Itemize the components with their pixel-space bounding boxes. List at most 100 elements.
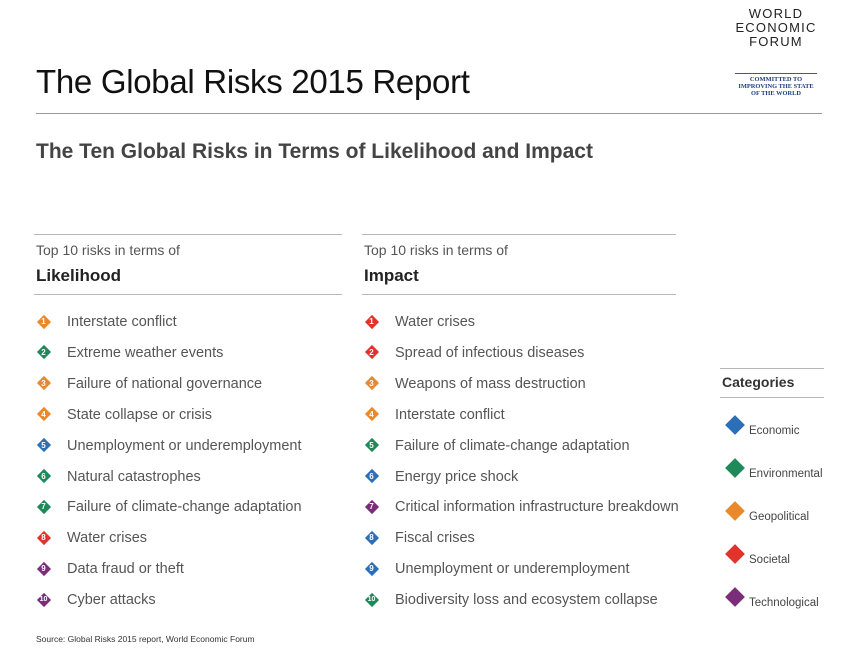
rank-diamond-icon: 3 xyxy=(36,376,51,391)
risk-label: Interstate conflict xyxy=(67,314,177,330)
likelihood-item: 6 Natural catastrophes xyxy=(34,467,344,487)
rank-diamond-icon: 1 xyxy=(364,314,379,329)
likelihood-item: 1 Interstate conflict xyxy=(34,312,344,332)
risk-label: Unemployment or underemployment xyxy=(395,561,630,578)
risk-label: State collapse or crisis xyxy=(67,406,213,423)
rank-number: 7 xyxy=(41,502,46,512)
logo-tagline: COMMITTED TO IMPROVING THE STATE OF THE … xyxy=(726,76,826,97)
categories-rule-bottom xyxy=(720,397,824,398)
category-item-societal: Societal xyxy=(720,544,824,569)
page-subtitle: The Ten Global Risks in Terms of Likelih… xyxy=(36,140,593,163)
rank-diamond-icon: 2 xyxy=(364,345,379,360)
impact-item: 8 Fiscal crises xyxy=(362,528,672,548)
risk-label: Unemployment or underemployment xyxy=(67,437,302,454)
rank-number: 4 xyxy=(369,409,374,419)
impact-item: 5 Failure of climate-change adaptation xyxy=(362,436,672,456)
logo-line-world: WORLD xyxy=(748,6,804,21)
header-divider xyxy=(36,113,822,114)
risk-label: Water crises xyxy=(395,314,476,330)
categories-legend: Categories Economic Environmental Geopolit… xyxy=(720,368,824,618)
rank-number: 6 xyxy=(369,471,374,481)
rank-diamond-icon: 3 xyxy=(364,376,379,391)
impact-heading: Impact xyxy=(364,266,419,285)
rank-number: 5 xyxy=(369,440,374,450)
impact-item: 2 Spread of infectious diseases xyxy=(362,343,672,363)
impact-heading-small: Top 10 risks in terms of xyxy=(364,242,508,258)
rank-diamond-icon: 8 xyxy=(36,530,51,545)
risk-label: Critical information infrastructure brea… xyxy=(395,499,679,516)
likelihood-item: 8 Water crises xyxy=(34,528,344,548)
rank-number: 8 xyxy=(41,533,46,543)
category-item-technological: Technological xyxy=(720,587,824,612)
rank-number: 3 xyxy=(41,378,46,388)
category-label: Environmental xyxy=(749,468,823,480)
impact-item: 3 Weapons of mass destruction xyxy=(362,374,672,394)
rank-diamond-icon: 6 xyxy=(36,468,51,484)
economic-diamond-icon xyxy=(725,415,745,435)
categories-title: Categories xyxy=(722,374,795,390)
rank-number: 2 xyxy=(369,347,374,357)
likelihood-column: Top 10 risks in terms of Likelihood 1 Int… xyxy=(34,234,342,614)
rank-number: 2 xyxy=(41,347,46,357)
geopolitical-diamond-icon xyxy=(725,501,745,521)
rank-diamond-icon: 6 xyxy=(364,468,379,484)
page-title: The Global Risks 2015 Report xyxy=(36,63,470,100)
likelihood-heading: Likelihood xyxy=(36,266,121,285)
risk-label: Water crises xyxy=(67,530,148,547)
logo-tagline-2: IMPROVING THE STATE xyxy=(738,83,814,90)
logo-line-economic: ECONOMIC xyxy=(735,20,817,35)
likelihood-item: 2 Extreme weather events xyxy=(34,343,344,363)
likelihood-item: 5 Unemployment or underemployment xyxy=(34,436,344,456)
impact-item: 4 Interstate conflict xyxy=(362,405,672,425)
rank-number: 4 xyxy=(41,409,46,419)
rank-diamond-icon: 9 xyxy=(364,561,379,576)
rank-diamond-icon: 2 xyxy=(36,345,51,360)
rank-number: 9 xyxy=(41,564,46,574)
rank-number: 6 xyxy=(41,471,46,481)
likelihood-item: 9 Data fraud or theft xyxy=(34,559,344,579)
rank-number: 10 xyxy=(367,596,376,604)
logo-divider xyxy=(735,73,817,74)
risk-label: Cyber attacks xyxy=(67,592,156,609)
rank-number: 8 xyxy=(369,533,374,543)
impact-item: 1 Water crises xyxy=(362,312,672,332)
rank-diamond-icon: 1 xyxy=(36,314,51,329)
likelihood-item: 10 Cyber attacks xyxy=(34,590,344,610)
impact-column: Top 10 risks in terms of Impact 1 Water c… xyxy=(362,234,679,614)
category-label: Economic xyxy=(749,425,800,437)
rank-number: 10 xyxy=(39,596,48,604)
category-label: Societal xyxy=(749,554,790,566)
risk-label: Natural catastrophes xyxy=(67,468,201,485)
likelihood-item: 4 State collapse or crisis xyxy=(34,405,344,425)
risk-label: Energy price shock xyxy=(395,468,519,485)
risk-label: Weapons of mass destruction xyxy=(395,375,586,392)
likelihood-rule-top xyxy=(34,234,342,235)
rank-number: 1 xyxy=(369,317,374,326)
logo-tagline-3: OF THE WORLD xyxy=(751,90,801,97)
likelihood-rule-bottom xyxy=(34,294,342,295)
logo-tagline-1: COMMITTED TO xyxy=(749,76,803,83)
risk-label: Extreme weather events xyxy=(67,344,224,361)
rank-number: 9 xyxy=(369,564,374,574)
societal-diamond-icon xyxy=(725,544,745,564)
rank-diamond-icon: 9 xyxy=(36,561,51,576)
impact-item: 9 Unemployment or underemployment xyxy=(362,559,672,579)
rank-diamond-icon: 10 xyxy=(364,592,379,607)
category-item-environmental: Environmental xyxy=(720,458,824,483)
impact-item: 7 Critical information infrastructure bre… xyxy=(362,497,679,517)
category-label: Geopolitical xyxy=(749,511,810,523)
impact-rule-bottom xyxy=(362,294,676,295)
logo-line-forum: FORUM xyxy=(749,34,803,49)
risk-label: Biodiversity loss and ecosystem collapse xyxy=(395,592,658,609)
environmental-diamond-icon xyxy=(725,458,745,478)
impact-item: 10 Biodiversity loss and ecosystem collap… xyxy=(362,590,672,610)
risk-label: Fiscal crises xyxy=(395,530,475,547)
category-item-geopolitical: Geopolitical xyxy=(720,501,824,526)
risk-label: Failure of climate-change adaptation xyxy=(67,499,302,516)
technological-diamond-icon xyxy=(725,587,745,607)
rank-diamond-icon: 10 xyxy=(36,592,51,607)
risk-label: Interstate conflict xyxy=(395,406,505,423)
impact-item: 6 Energy price shock xyxy=(362,467,672,487)
rank-number: 7 xyxy=(369,502,374,512)
risk-label: Spread of infectious diseases xyxy=(395,344,585,361)
